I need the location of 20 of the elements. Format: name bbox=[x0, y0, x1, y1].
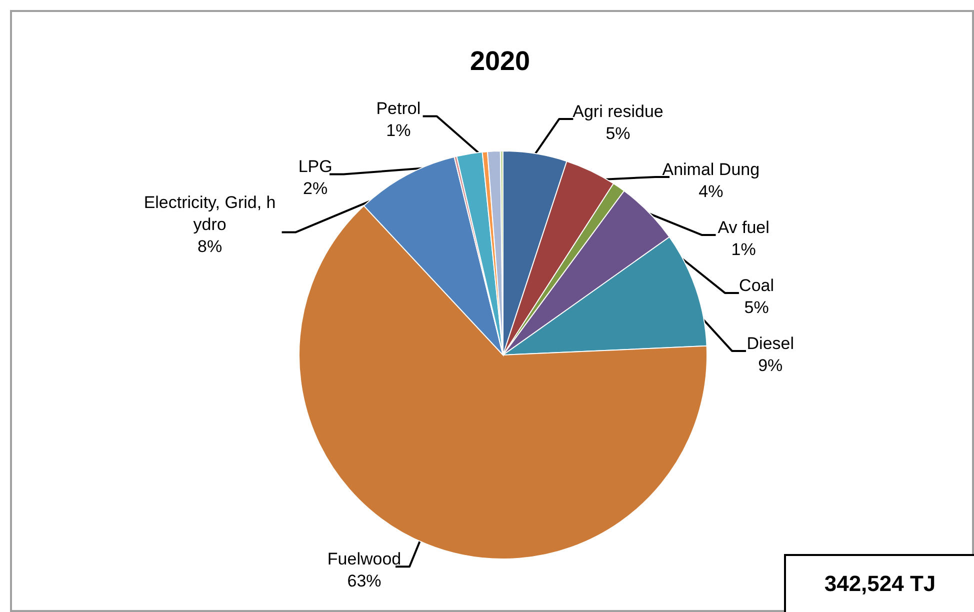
data-label: 1% bbox=[731, 240, 756, 259]
data-label: 5% bbox=[744, 298, 769, 317]
data-label: 1% bbox=[386, 121, 411, 140]
slice-label: Electricity, Grid, hydro bbox=[144, 193, 276, 234]
slice-label: LPG bbox=[298, 157, 332, 176]
slice-label: Animal Dung bbox=[662, 160, 760, 179]
data-label: 2% bbox=[303, 179, 328, 198]
slice-label: Petrol bbox=[376, 99, 421, 118]
slice-label: Diesel bbox=[746, 334, 794, 353]
slice-label: Fuelwood bbox=[327, 550, 402, 569]
slice-label: Coal bbox=[739, 276, 774, 295]
data-label: 8% bbox=[198, 237, 222, 256]
slice-label: Agri residue bbox=[572, 102, 664, 121]
chart-title: 2020 bbox=[470, 46, 530, 76]
data-label: 4% bbox=[698, 182, 724, 201]
data-label: 5% bbox=[606, 124, 630, 143]
text: 342,524 TJ bbox=[784, 554, 974, 612]
slice-label: Av fuel bbox=[718, 218, 770, 237]
data-label: 63% bbox=[347, 572, 382, 591]
data-label: 9% bbox=[758, 356, 783, 375]
